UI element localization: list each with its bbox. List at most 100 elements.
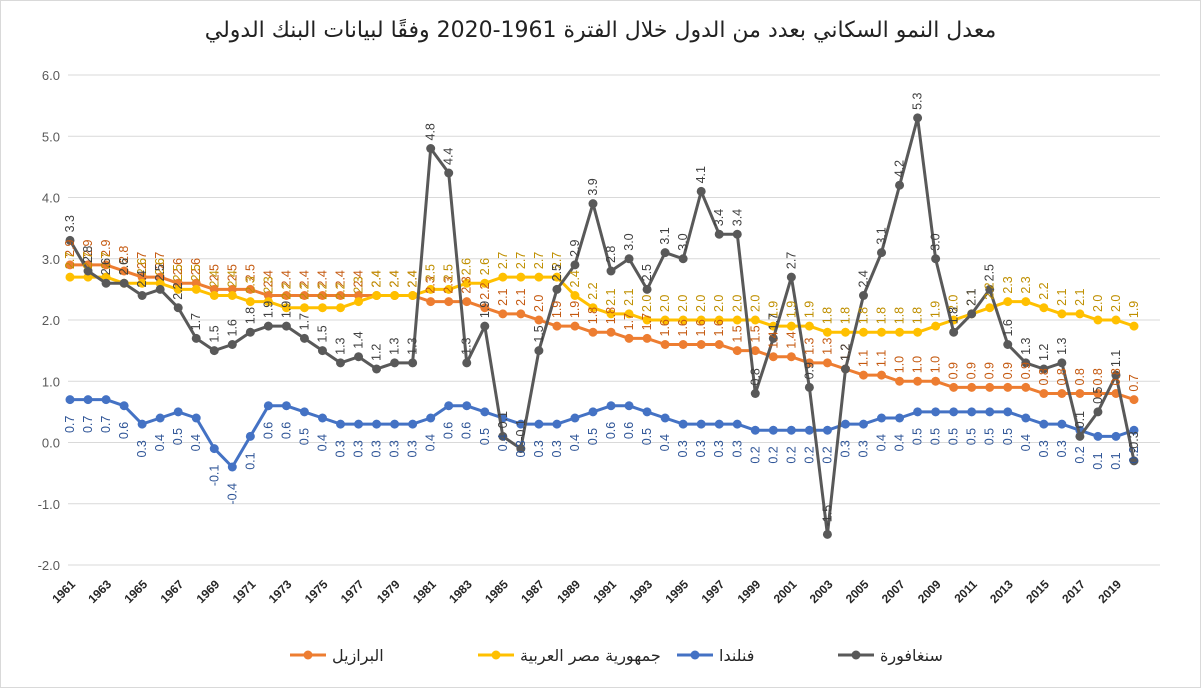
data-point (931, 376, 941, 386)
data-label: 1.5 (730, 325, 744, 342)
data-label: 2.5 (243, 264, 257, 281)
data-point (858, 419, 868, 429)
data-point (534, 346, 544, 356)
gridlines (68, 74, 1160, 566)
data-label: 1.2 (370, 344, 384, 361)
data-point (913, 327, 923, 337)
data-label: 0.3 (406, 440, 420, 457)
x-tick-label: 2019 (1095, 577, 1124, 606)
data-point (931, 254, 941, 264)
x-tick-label: 1969 (194, 577, 223, 606)
data-point (444, 401, 454, 411)
data-point (480, 407, 490, 417)
data-point (119, 266, 129, 276)
data-point (444, 297, 454, 307)
data-point (1093, 389, 1103, 398)
data-point (949, 327, 959, 337)
y-tick-label: 1.0 (42, 374, 60, 389)
data-label: -0.1 (207, 465, 221, 487)
data-label: 2.4 (388, 270, 402, 287)
data-label: 1.8 (947, 307, 961, 324)
data-point (913, 407, 923, 417)
data-point (480, 278, 490, 288)
data-label: 2.3 (424, 276, 438, 293)
data-label: 2.2 (1037, 282, 1051, 299)
data-label: 0.8 (1073, 368, 1087, 385)
legend-marker (851, 650, 861, 660)
y-tick-label: 6.0 (42, 68, 60, 83)
data-point (408, 419, 418, 429)
x-tick-label: 1997 (699, 577, 728, 606)
data-point (895, 413, 905, 423)
data-point (768, 425, 778, 435)
x-axis-ticks: 1961 1963 1965 1967 1969 1971 1973 1975 1977 1979… (49, 577, 1124, 606)
data-point (390, 358, 400, 368)
data-point (426, 413, 436, 423)
data-label: 0.2 (766, 446, 780, 463)
data-label: 1.9 (279, 301, 293, 318)
data-point (1093, 315, 1103, 325)
data-point (1021, 413, 1031, 423)
data-point (660, 340, 670, 349)
data-label: 2.9 (568, 239, 582, 256)
data-label: 3.1 (658, 227, 672, 244)
data-point (696, 315, 706, 325)
data-label: 4.1 (694, 166, 708, 183)
legend-label: جمهورية مصر العربية (520, 646, 661, 666)
data-label: 0.5 (1091, 386, 1105, 403)
data-label: 2.3 (1019, 276, 1033, 293)
data-label: 2.2 (171, 282, 185, 299)
data-label: 0.4 (1019, 434, 1033, 451)
data-label: 2.6 (478, 258, 492, 275)
data-label: 2.2 (478, 282, 492, 299)
chart-title: معدل النمو السكاني بعدد من الدول خلال ال… (204, 18, 997, 43)
data-label: 0.4 (189, 434, 203, 451)
data-label: 1.9 (568, 301, 582, 318)
data-label: 2.9 (81, 239, 95, 256)
x-tick-label: 1971 (230, 577, 259, 606)
data-label: 1.2 (1037, 344, 1051, 361)
x-tick-label: 1999 (735, 577, 764, 606)
data-label: 0.6 (604, 422, 618, 439)
data-point (173, 407, 183, 417)
data-label: 0.3 (370, 440, 384, 457)
data-point (336, 358, 346, 368)
data-label: 0.3 (1037, 440, 1051, 457)
data-label: 0.3 (550, 440, 564, 457)
data-point (299, 303, 309, 313)
data-label: 1.8 (820, 307, 834, 324)
data-point (317, 413, 327, 423)
data-label: 0.4 (875, 434, 889, 451)
data-point (967, 407, 977, 417)
x-tick-label: 1985 (482, 577, 511, 606)
data-label: 1.1 (856, 350, 870, 367)
data-label: 2.0 (658, 295, 672, 312)
data-label: 2.5 (225, 264, 239, 281)
data-label: 1.5 (315, 325, 329, 342)
data-point (714, 340, 724, 349)
data-point (822, 327, 832, 337)
data-point (858, 370, 868, 380)
data-label: 1.7 (640, 313, 654, 330)
data-label: 0.1 (496, 411, 510, 428)
x-tick-label: 2015 (1023, 577, 1052, 606)
x-tick-label: 2017 (1059, 577, 1088, 606)
data-point (985, 407, 995, 417)
data-point (678, 315, 688, 325)
data-label: 2.4 (261, 270, 275, 287)
data-label: 1.7 (297, 313, 311, 330)
data-label: 2.6 (117, 258, 131, 275)
data-label: 2.5 (983, 264, 997, 281)
data-label: 0.3 (676, 440, 690, 457)
data-point (227, 291, 237, 300)
data-point (281, 401, 291, 411)
data-point (534, 419, 544, 429)
data-label: 0.6 (442, 422, 456, 439)
data-label: 0.1 (1091, 452, 1105, 469)
data-label: 2.6 (189, 258, 203, 275)
data-point (245, 327, 255, 337)
data-label: 2.5 (550, 264, 564, 281)
legend: البرازيل جمهورية مصر العربية فنلندا سنغافور… (290, 646, 943, 666)
y-tick-label: -2.0 (38, 558, 60, 573)
data-point (480, 303, 490, 313)
